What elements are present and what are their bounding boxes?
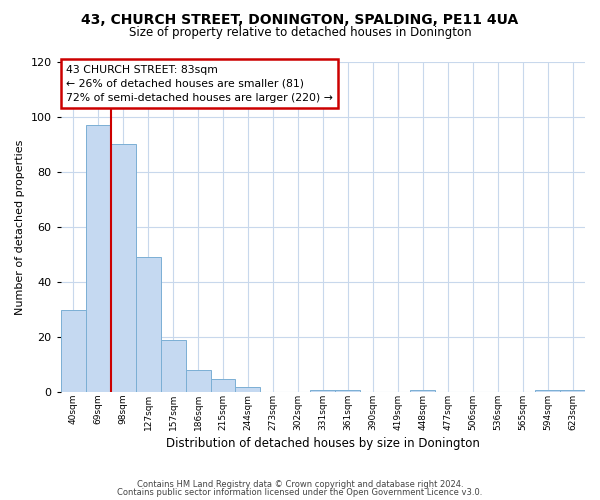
Text: Contains HM Land Registry data © Crown copyright and database right 2024.: Contains HM Land Registry data © Crown c… xyxy=(137,480,463,489)
Bar xyxy=(61,310,86,392)
Bar xyxy=(310,390,335,392)
Bar xyxy=(560,390,585,392)
Text: 43 CHURCH STREET: 83sqm
← 26% of detached houses are smaller (81)
72% of semi-de: 43 CHURCH STREET: 83sqm ← 26% of detache… xyxy=(66,65,333,103)
Text: Contains public sector information licensed under the Open Government Licence v3: Contains public sector information licen… xyxy=(118,488,482,497)
Text: Size of property relative to detached houses in Donington: Size of property relative to detached ho… xyxy=(128,26,472,39)
Y-axis label: Number of detached properties: Number of detached properties xyxy=(15,139,25,314)
Bar xyxy=(410,390,435,392)
Text: 43, CHURCH STREET, DONINGTON, SPALDING, PE11 4UA: 43, CHURCH STREET, DONINGTON, SPALDING, … xyxy=(82,12,518,26)
Bar xyxy=(211,378,235,392)
Bar xyxy=(110,144,136,392)
Bar xyxy=(161,340,185,392)
Bar xyxy=(136,257,161,392)
Bar xyxy=(86,125,110,392)
Bar xyxy=(535,390,560,392)
X-axis label: Distribution of detached houses by size in Donington: Distribution of detached houses by size … xyxy=(166,437,480,450)
Bar xyxy=(185,370,211,392)
Bar xyxy=(335,390,361,392)
Bar xyxy=(235,387,260,392)
